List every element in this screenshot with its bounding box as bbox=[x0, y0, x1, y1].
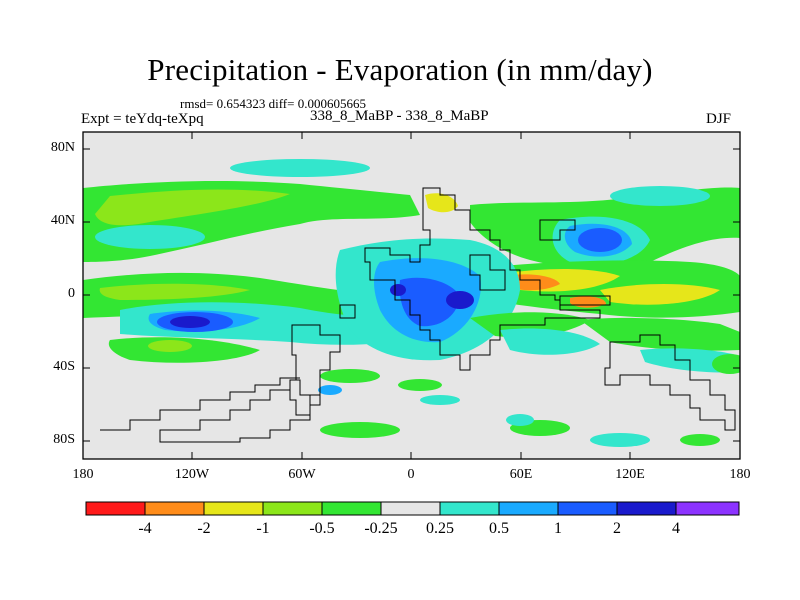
contour-tropical-lightgreen bbox=[99, 283, 250, 300]
contour-north-yellow bbox=[425, 193, 458, 213]
contour-south-cyan-2 bbox=[420, 395, 460, 405]
colorbar-label: 1 bbox=[554, 520, 562, 537]
contour-polar-green bbox=[320, 422, 400, 438]
colorbar-label: -0.5 bbox=[309, 520, 335, 537]
contour-polar-green-3 bbox=[680, 434, 720, 446]
y-tick-label: 80N bbox=[50, 140, 75, 155]
colorbar-bin-1 bbox=[86, 502, 145, 515]
plot-title: Precipitation - Evaporation (in mm/day) bbox=[147, 52, 653, 87]
contour-polar-cyan bbox=[506, 414, 534, 426]
outline-antarctica-inner bbox=[100, 377, 300, 431]
experiment-label: Expt = teYdq-teXpq bbox=[81, 111, 204, 127]
outline-australia bbox=[604, 334, 736, 431]
contour-north-cyan-2 bbox=[610, 186, 710, 206]
contour-africa-deep bbox=[446, 291, 474, 309]
colorbar-label: -4 bbox=[138, 520, 152, 537]
colorbar bbox=[85, 501, 740, 516]
y-tick-label: 40S bbox=[53, 359, 75, 374]
outline-antarctica-west bbox=[159, 379, 321, 443]
colorbar-label: 2 bbox=[613, 520, 621, 537]
contour-sa-deep bbox=[170, 316, 210, 328]
contour-tasman-green bbox=[712, 354, 740, 374]
outline-africa-eurasia bbox=[364, 187, 601, 371]
outline-greenland bbox=[339, 304, 356, 319]
outline-maritime bbox=[559, 295, 611, 306]
season-label: DJF bbox=[706, 111, 732, 127]
contour-southatl-green bbox=[320, 369, 380, 383]
colorbar-bin-10 bbox=[617, 502, 676, 515]
comparison-label: 338_8_MaBP - 338_8_MaBP bbox=[310, 108, 489, 124]
x-tick-label: 0 bbox=[407, 467, 415, 482]
x-tick-label: 60W bbox=[288, 467, 316, 482]
x-tick-label: 180 bbox=[729, 467, 751, 482]
colorbar-bin-3 bbox=[204, 502, 263, 515]
colorbar-bin-9 bbox=[558, 502, 617, 515]
colorbar-bin-4 bbox=[263, 502, 322, 515]
outline-asia bbox=[539, 219, 576, 241]
colorbar-bin-5 bbox=[322, 502, 381, 515]
contour-tropical-yellow-2 bbox=[600, 284, 720, 305]
contour-polar-cyan-2 bbox=[590, 433, 650, 447]
colorbar-bin-11 bbox=[676, 502, 739, 515]
y-tick-label: 80S bbox=[53, 432, 75, 447]
colorbar-label: -2 bbox=[197, 520, 211, 537]
map-field bbox=[83, 132, 740, 459]
colorbar-bin-6 bbox=[381, 502, 440, 515]
y-tick-label: 40N bbox=[50, 213, 75, 228]
contour-south-green-2 bbox=[580, 317, 740, 351]
x-tick-label: 120E bbox=[615, 467, 645, 482]
x-tick-label: 180 bbox=[72, 467, 94, 482]
colorbar-bin-7 bbox=[440, 502, 499, 515]
colorbar-label: 0.25 bbox=[426, 520, 454, 537]
y-tick-label: 0 bbox=[68, 286, 75, 301]
contour-north-lightgreen bbox=[95, 189, 290, 226]
contour-npac-darkblue bbox=[578, 228, 622, 252]
contour-africa-deep-2 bbox=[390, 284, 406, 296]
contour-southatl-green-2 bbox=[398, 379, 442, 391]
axis-ticks bbox=[82, 132, 741, 459]
colorbar-label: 4 bbox=[672, 520, 680, 537]
colorbar-label: -0.25 bbox=[364, 520, 398, 537]
contour-south-yellow bbox=[148, 340, 192, 352]
outline-arabia bbox=[469, 254, 506, 291]
contour-south-lightblue bbox=[318, 385, 342, 395]
contour-north-cyan bbox=[230, 159, 370, 177]
continent-outlines bbox=[100, 187, 736, 443]
colorbar-label: -1 bbox=[256, 520, 270, 537]
colorbar-bin-2 bbox=[145, 502, 204, 515]
rmsd-diff-stats: rmsd= 0.654323 diff= 0.000605665 bbox=[180, 96, 366, 111]
contour-indian-cyan bbox=[500, 328, 600, 355]
x-tick-label: 120W bbox=[174, 467, 210, 482]
contour-natl-cyan bbox=[95, 225, 205, 249]
contour-africa-darkblue bbox=[399, 277, 460, 327]
colorbar-bin-8 bbox=[499, 502, 558, 515]
x-tick-label: 60E bbox=[509, 467, 533, 482]
colorbar-label: 0.5 bbox=[489, 520, 509, 537]
